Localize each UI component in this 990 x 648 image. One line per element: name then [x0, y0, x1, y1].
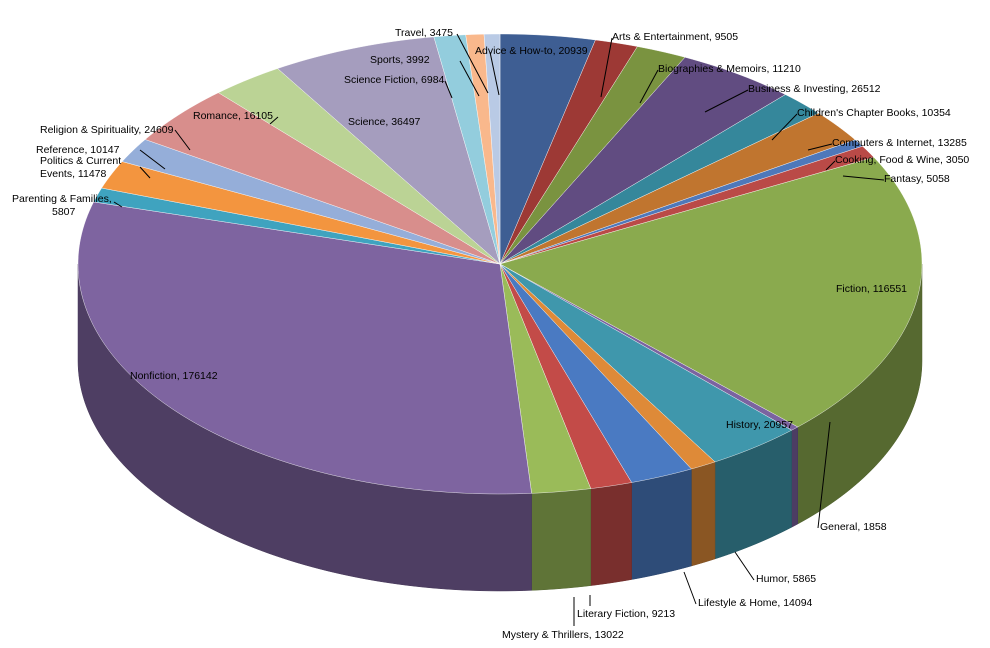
leader-line-romance [269, 116, 279, 125]
slice-label-parenting-families: Parenting & Families, 5807 [12, 193, 112, 218]
pie-side-general [791, 426, 798, 528]
pie-slice-fiction [499, 157, 923, 428]
slice-label-computers-internet: Computers & Internet, 13285 [832, 137, 967, 149]
slice-label-history: History, 20957 [726, 419, 793, 431]
slice-label-science-fiction: Science Fiction, 6984 [344, 74, 445, 86]
pie-side-lifestyle-home [631, 468, 692, 580]
slice-label-religion-spirituality: Religion & Spirituality, 24609 [40, 124, 174, 136]
leader-line-science-fiction [444, 80, 453, 99]
leader-line-parenting-families [113, 201, 123, 208]
slice-label-cooking-food-wine: Cooking, Food & Wine, 3050 [835, 154, 969, 166]
slice-label-reference: Reference, 10147 [36, 144, 120, 156]
pie-slice-business-investing [499, 57, 786, 265]
leader-line-reference [139, 149, 166, 170]
slice-label-business-investing: Business & Investing, 26512 [748, 83, 881, 95]
leader-line-general [817, 421, 831, 529]
leader-line-cooking-food-wine [825, 160, 836, 171]
leader-line-religion-spirituality [174, 129, 191, 151]
label-leader-lines [113, 33, 885, 626]
pie-slice-reference [121, 139, 501, 265]
pie-slice-travel [483, 33, 501, 265]
slice-label-science: Science, 36497 [348, 116, 421, 128]
leader-line-business-investing [704, 89, 749, 113]
pie-slice-lifestyle-home [499, 263, 692, 483]
pie-slice-advice-how-to [499, 33, 596, 265]
pie-slice-literary-fiction [499, 263, 632, 489]
pie-slice-politics-current-events [101, 161, 501, 265]
leader-line-humor [734, 551, 755, 581]
pie-side-mystery-thrillers [531, 488, 592, 591]
slice-labels: Advice & How-to, 20939 Arts & Entertainme… [12, 27, 969, 641]
pie-slice-mystery-thrillers [499, 263, 592, 494]
leader-line-advice-how-to [489, 51, 500, 96]
slice-label-general: General, 1858 [820, 521, 887, 533]
pie-top-slices [77, 33, 923, 495]
pie-slice-biographies-memoirs [499, 46, 686, 265]
leader-line-sports [459, 60, 480, 97]
slice-label-advice-how-to: Advice & How-to, 20939 [475, 45, 588, 57]
pie-side-literary-fiction [590, 482, 632, 586]
slice-label-travel: Travel, 3475 [395, 27, 453, 39]
leader-line-children-s-chapter-books [771, 113, 798, 141]
slice-label-biographies-memoirs: Biographies & Memoirs, 11210 [658, 63, 801, 75]
slice-label-children-s-chapter-books: Children's Chapter Books, 10354 [797, 107, 951, 119]
pie-slice-arts-entertainment [499, 39, 638, 265]
pie-slice-religion-spirituality [144, 92, 501, 265]
pie-slice-science [277, 36, 501, 265]
slice-label-literary-fiction: Literary Fiction, 9213 [577, 608, 675, 620]
slice-label-fantasy: Fantasy, 5058 [884, 173, 950, 185]
slice-label-nonfiction: Nonfiction, 176142 [130, 370, 218, 382]
leader-line-politics-current-events [139, 166, 151, 179]
leader-line-computers-internet [807, 143, 833, 151]
slice-label-arts-entertainment: Arts & Entertainment, 9505 [612, 31, 738, 43]
leader-line-arts-entertainment [600, 37, 613, 98]
leader-line-fantasy [842, 175, 885, 181]
pie-slice-nonfiction [77, 201, 532, 495]
pie-slice-children-s-chapter-books [499, 94, 819, 265]
pie-slice-romance [217, 68, 501, 265]
pie-side-humor [691, 461, 716, 567]
leader-line-lifestyle-home [683, 571, 697, 605]
slice-label-sports: Sports, 3992 [370, 54, 430, 66]
slice-label-politics-current-events: Politics & Current Events, 11478 [40, 155, 121, 180]
leader-line-biographies-memoirs [639, 69, 659, 104]
slice-label-lifestyle-home: Lifestyle & Home, 14094 [698, 597, 813, 609]
leader-line-travel [456, 33, 489, 94]
slice-label-mystery-thrillers: Mystery & Thrillers, 13022 [502, 629, 624, 641]
pie-side-walls [77, 263, 923, 592]
slice-label-humor: Humor, 5865 [756, 573, 816, 585]
pie-slice-computers-internet [499, 112, 856, 265]
pie-slice-history [499, 263, 793, 463]
slice-label-romance: Romance, 16105 [193, 110, 273, 122]
slice-label-fiction: Fiction, 116551 [836, 283, 907, 295]
